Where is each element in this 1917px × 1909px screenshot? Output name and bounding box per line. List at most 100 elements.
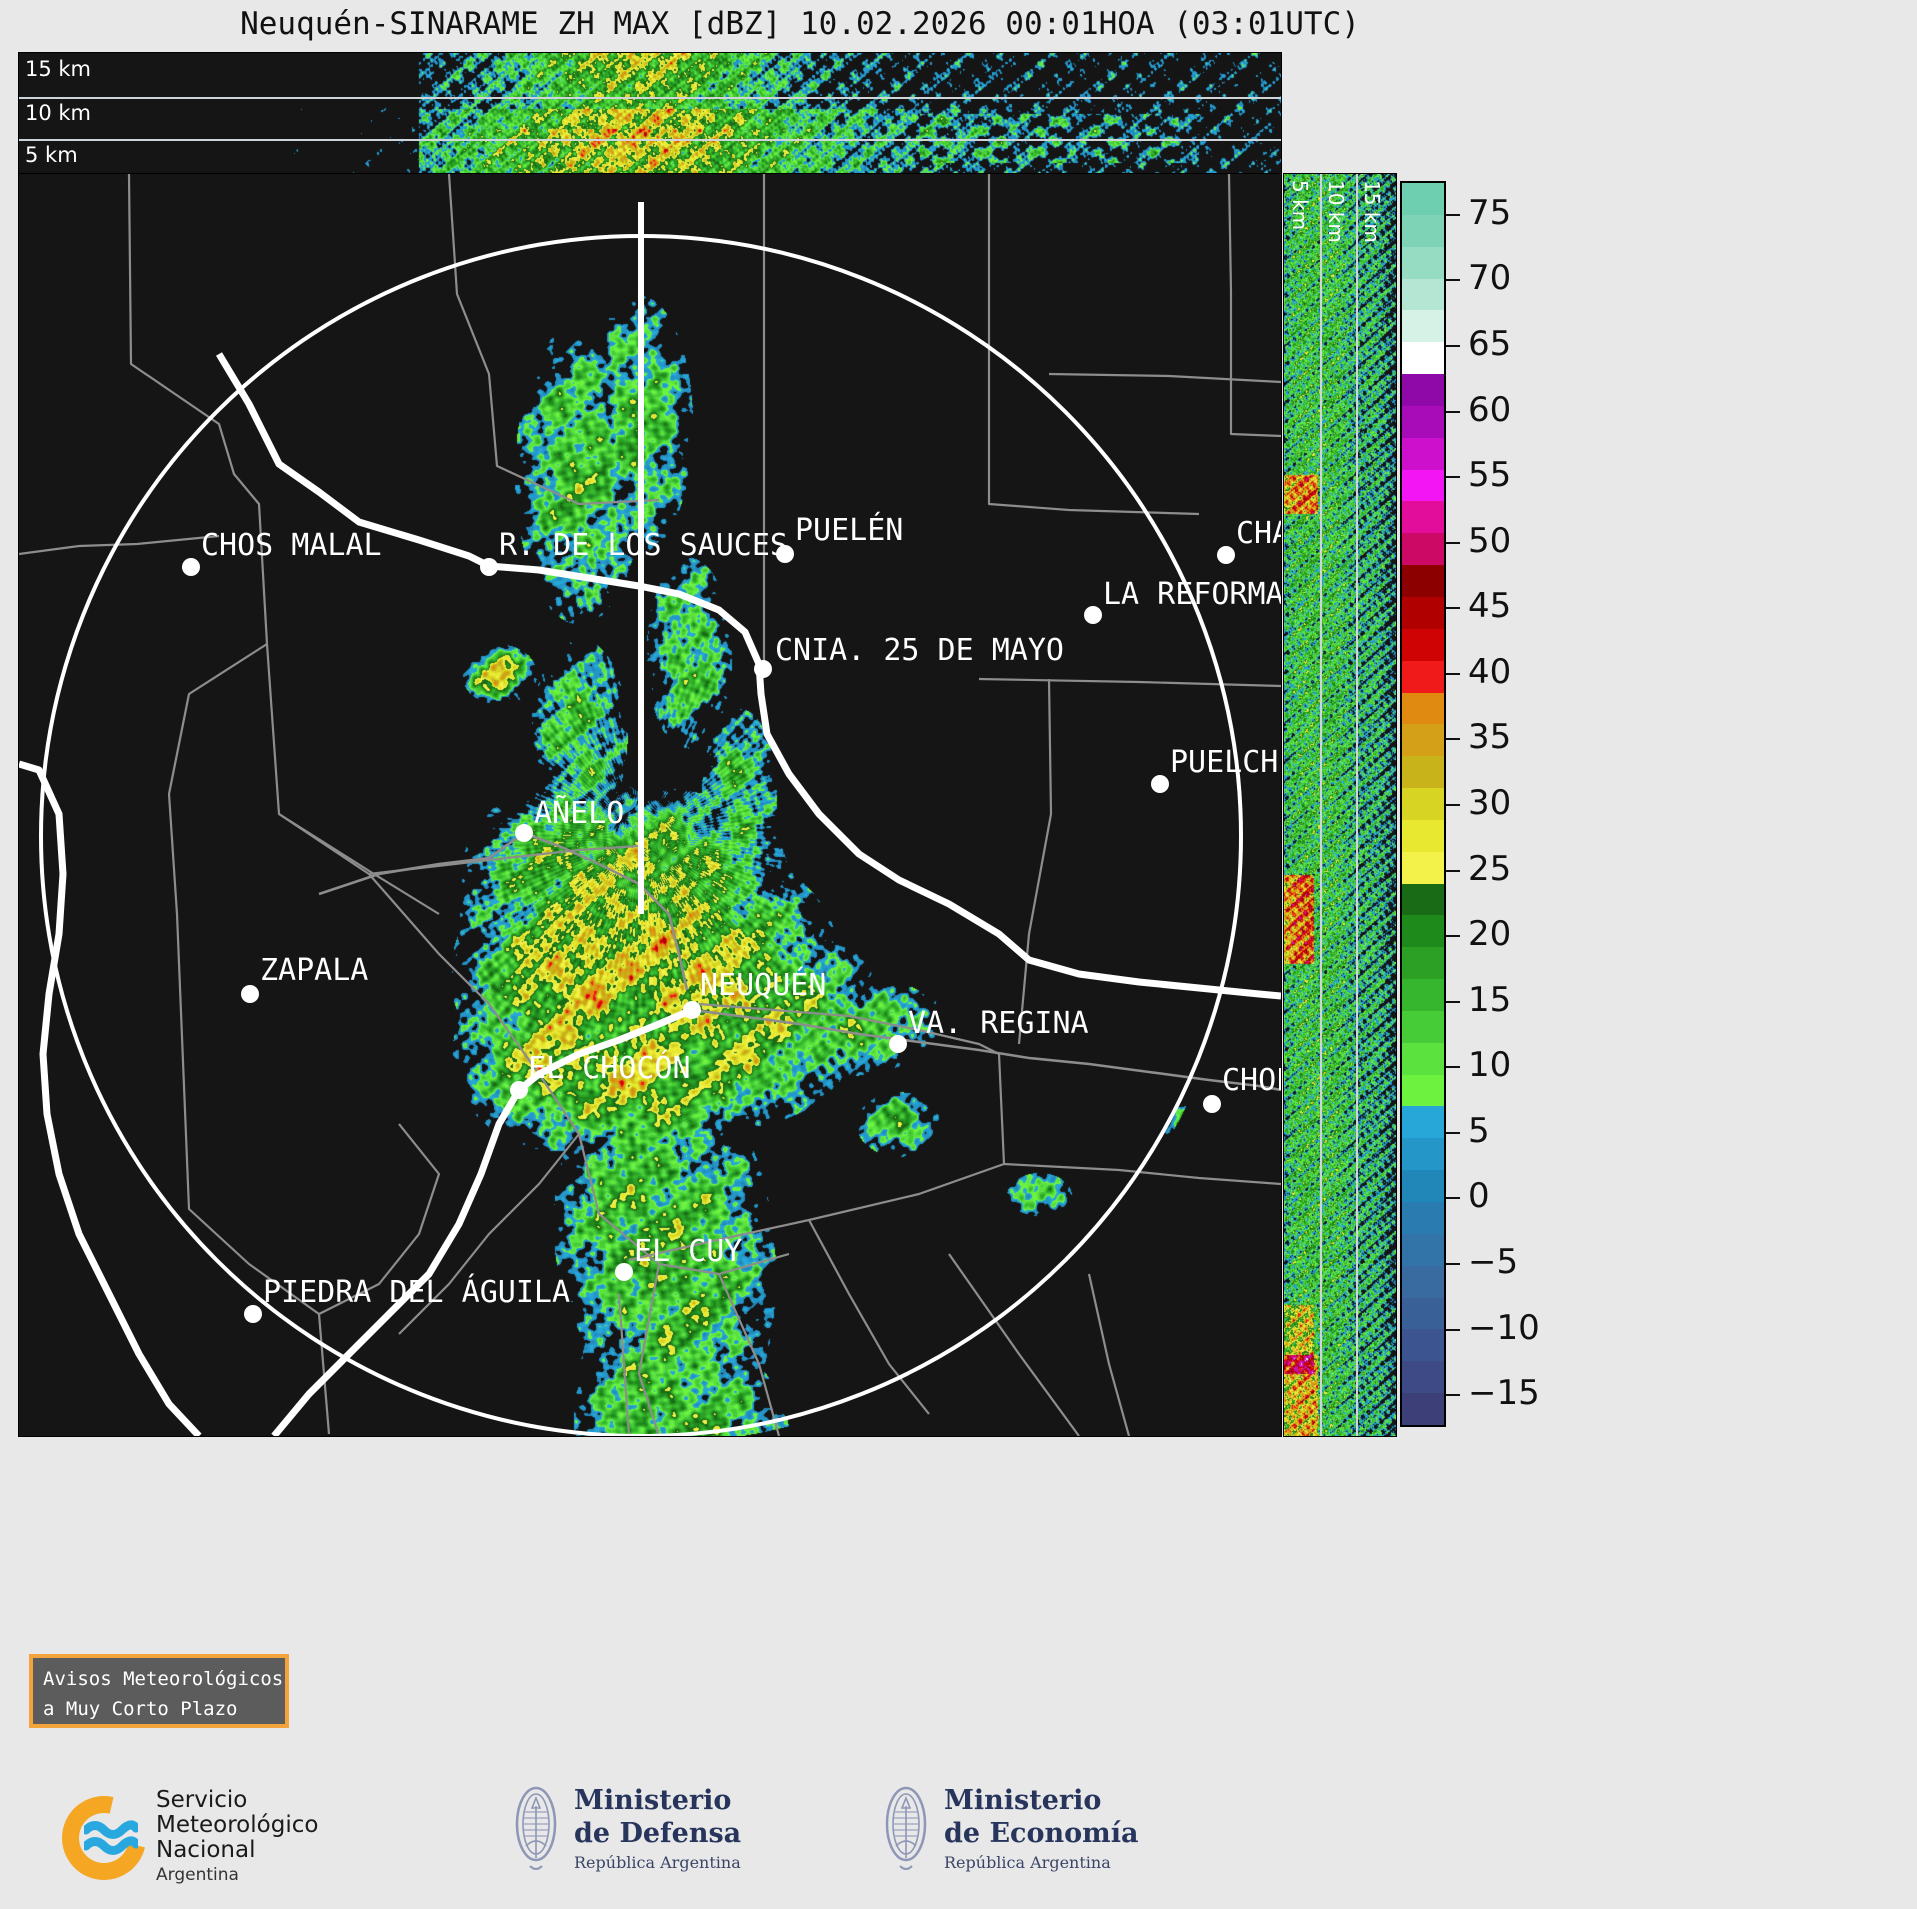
city-label-puelches: PUELCHES — [1170, 745, 1281, 780]
radar-range-ring — [39, 202, 1243, 1436]
colorbar-segment-4 — [1402, 310, 1444, 343]
city-dot-chach — [1217, 546, 1235, 564]
colorbar-tick-label-55: 55 — [1468, 455, 1512, 496]
radar-echo-canvas — [19, 174, 1281, 1436]
colorbar-segment-31 — [1402, 1170, 1444, 1202]
colorbar-tick-35 — [1446, 738, 1460, 741]
colorbar-segment-24 — [1402, 947, 1444, 980]
colorbar-tick-label-40: 40 — [1468, 652, 1512, 693]
city-dot-el-cuy — [615, 1263, 633, 1281]
colorbar-segment-8 — [1402, 437, 1444, 470]
colorbar-tick-25 — [1446, 869, 1460, 872]
avisos-line-1: Avisos Meteorológicos — [43, 1668, 284, 1690]
rivers-and-coastline — [19, 352, 1281, 1436]
border-19 — [717, 1273, 781, 1436]
border-7 — [1048, 372, 1281, 384]
defensa-subtitle: República Argentina — [574, 1853, 741, 1872]
top-cross-section-panel: 15 km 10 km 5 km — [18, 52, 1282, 174]
city-dot-puelches — [1151, 775, 1169, 793]
colorbar-segment-21 — [1402, 851, 1444, 884]
colorbar-segment-29 — [1402, 1106, 1444, 1139]
border-14 — [628, 1002, 1006, 1262]
colorbar-tick-label-30: 30 — [1468, 783, 1512, 824]
colorbar-tick-70 — [1446, 279, 1460, 282]
city-dot-a-elo — [515, 824, 533, 842]
logo-ministerio-defensa: Ministerio de Defensa República Argentin… — [510, 1780, 741, 1876]
city-label-r-de-los-sauces: R. DE LOS SAUCES — [499, 528, 788, 563]
colorbar-segment-10 — [1402, 501, 1444, 534]
city-label-neuqu-n: NEUQUÉN — [700, 967, 826, 1003]
border-15 — [637, 1263, 661, 1436]
economia-subtitle: República Argentina — [944, 1853, 1111, 1872]
smn-line-2: Meteorológico — [156, 1812, 319, 1838]
dbz-colorbar-ticks: 75 70 65 60 55 50 45 40 35 30 25 20 15 10 5 0 −5 −10 −15 — [1446, 181, 1606, 1427]
colorbar-tick-55 — [1446, 476, 1460, 479]
range-ring-240km — [39, 234, 1243, 1436]
colorbar-segment-18 — [1402, 756, 1444, 789]
colorbar-tick-0 — [1446, 1197, 1460, 1200]
colorbar-segment-15 — [1402, 660, 1444, 693]
colorbar-segment-19 — [1402, 788, 1444, 820]
height-label-15km: 15 km — [25, 57, 92, 81]
colorbar-segment-30 — [1402, 1138, 1444, 1171]
colorbar-tick--10 — [1446, 1328, 1460, 1331]
colorbar-segment-11 — [1402, 533, 1444, 566]
colorbar-segment-6 — [1402, 374, 1444, 406]
economia-line-2: de Economía — [944, 1818, 1139, 1849]
city-label-chach: CHACH — [1236, 516, 1281, 551]
colorbar-tick-label-75: 75 — [1468, 192, 1512, 233]
border-21 — [1087, 1273, 1131, 1436]
colorbar-tick-label-60: 60 — [1468, 389, 1512, 430]
colorbar-segment-14 — [1402, 628, 1444, 661]
city-label-piedra-del-guila: PIEDRA DEL ÁGUILA — [263, 1274, 570, 1310]
border-20 — [948, 1253, 1080, 1436]
colorbar-segment-38 — [1402, 1393, 1444, 1425]
border-12 — [318, 1123, 441, 1315]
footer-logos: Servicio Meteorológico Nacional Argentin… — [0, 1770, 1917, 1909]
city-label-a-elo: AÑELO — [534, 795, 624, 831]
colorbar-segment-35 — [1402, 1297, 1444, 1330]
colorbar-tick-label--10: −10 — [1468, 1307, 1540, 1348]
smn-logo-icon — [46, 1780, 162, 1896]
border-11 — [278, 813, 790, 1276]
argentina-coat-of-arms-icon-2 — [885, 1786, 927, 1870]
border-3 — [447, 174, 660, 506]
colorbar-segment-0 — [1402, 183, 1444, 215]
province-borders — [19, 174, 1281, 1436]
border-8 — [978, 677, 1281, 688]
river-tributary — [318, 831, 525, 896]
border-18 — [617, 1293, 631, 1436]
colorbar-tick-label-45: 45 — [1468, 586, 1512, 627]
page-title: Neuquén-SINARAME ZH MAX [dBZ] 10.02.2026… — [240, 6, 1360, 42]
city-label-choele: CHOELE — [1222, 1063, 1281, 1098]
colorbar-tick-label--15: −15 — [1468, 1373, 1540, 1414]
river-main-north — [215, 352, 1281, 1000]
colorbar-tick-label-20: 20 — [1468, 914, 1512, 955]
colorbar-segment-9 — [1402, 469, 1444, 502]
colorbar-segment-37 — [1402, 1361, 1444, 1394]
colorbar-tick-60 — [1446, 410, 1460, 413]
colorbar-segment-33 — [1402, 1233, 1444, 1266]
colorbar-tick-5 — [1446, 1131, 1460, 1134]
border-9 — [1017, 678, 1053, 1045]
city-dot-zapala — [241, 985, 259, 1003]
avisos-meteorologicos-badge[interactable]: Avisos Meteorológicos a Muy Corto Plazo — [29, 1654, 289, 1728]
colorbar-tick-45 — [1446, 607, 1460, 610]
colorbar-segment-17 — [1402, 724, 1444, 757]
city-label-cnia-25-de-mayo: CNIA. 25 DE MAYO — [775, 633, 1064, 668]
colorbar-tick--15 — [1446, 1394, 1460, 1397]
colorbar-segment-28 — [1402, 1074, 1444, 1107]
top-cross-section-canvas — [19, 53, 1281, 173]
height-gridline-v-5km — [1320, 174, 1322, 1436]
colorbar-tick-30 — [1446, 804, 1460, 806]
colorbar-tick--5 — [1446, 1263, 1460, 1266]
colorbar-tick-65 — [1446, 344, 1460, 347]
city-dot-puel-n — [776, 545, 794, 563]
border-10 — [167, 643, 331, 1435]
colorbar-segment-3 — [1402, 278, 1444, 311]
city-label-la-reforma: LA REFORMA — [1103, 577, 1281, 612]
river-limay — [271, 1006, 694, 1436]
city-dot-r-de-los-sauces — [480, 558, 498, 576]
